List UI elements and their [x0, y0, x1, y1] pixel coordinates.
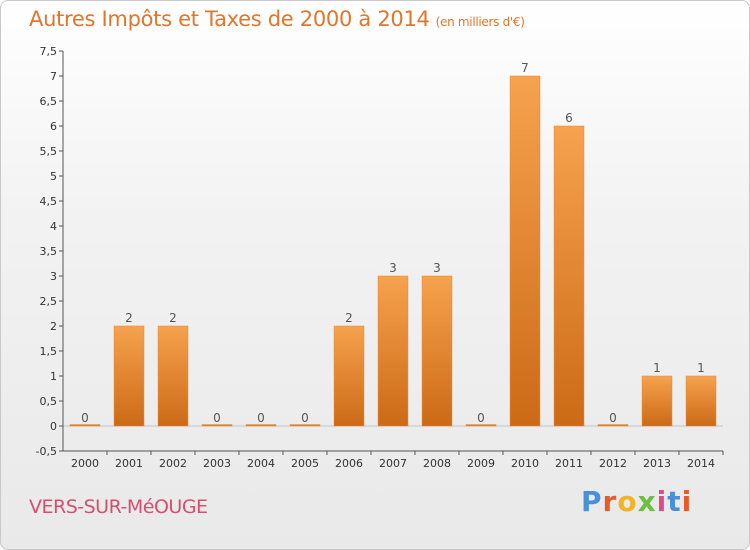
x-tick-label: 2009	[467, 457, 495, 470]
data-label-2005: 0	[301, 411, 309, 425]
commune-name: VERS-SUR-MéOUGE	[29, 496, 208, 518]
bar-2000	[69, 424, 101, 427]
x-tick-label: 2002	[159, 457, 187, 470]
x-tick-label: 2000	[71, 457, 99, 470]
bar-2011	[553, 125, 585, 427]
chart-title: Autres Impôts et Taxes de 2000 à 2014 (en…	[29, 7, 525, 31]
x-tick-label: 2006	[335, 457, 363, 470]
data-label-2014: 1	[697, 361, 705, 375]
bar-2008	[421, 275, 453, 427]
y-tick-label: 3,5	[40, 245, 58, 258]
x-tick-label: 2011	[555, 457, 583, 470]
data-label-2012: 0	[609, 411, 617, 425]
proxiti-logo-letter: r	[602, 485, 618, 518]
proxiti-logo-letter: t	[667, 485, 682, 518]
x-tick-label: 2014	[687, 457, 715, 470]
chart-title-text: Autres Impôts et Taxes de 2000 à 2014	[29, 7, 430, 31]
data-label-2006: 2	[345, 311, 353, 325]
x-tick-label: 2001	[115, 457, 143, 470]
y-tick-label: 7,5	[40, 45, 58, 58]
y-tick-label: 5,5	[40, 145, 58, 158]
x-tick-label: 2004	[247, 457, 275, 470]
x-tick-label: 2010	[511, 457, 539, 470]
y-tick-label: 0,5	[40, 395, 58, 408]
x-tick-label: 2013	[643, 457, 671, 470]
y-tick-label: 0	[50, 420, 57, 433]
y-tick-label: 6	[50, 120, 57, 133]
y-tick-label: 2,5	[40, 295, 58, 308]
proxiti-logo-letter: o	[617, 485, 638, 518]
x-tick-label: 2008	[423, 457, 451, 470]
bar-2013	[641, 375, 673, 427]
data-label-2002: 2	[169, 311, 177, 325]
y-tick-label: 1	[50, 370, 57, 383]
data-label-2009: 0	[477, 411, 485, 425]
chart-subtitle: (en milliers d'€)	[435, 15, 525, 29]
y-tick-label: 5	[50, 170, 57, 183]
chart-data-labels: 0 2 2 0 0 0 2 3 3 0 7 6 0 1 1	[81, 61, 705, 425]
data-label-2003: 0	[213, 411, 221, 425]
x-tick-label: 2003	[203, 457, 231, 470]
bar-2006	[333, 325, 365, 427]
y-tick-label: 4	[50, 220, 57, 233]
y-tick-label: 7	[50, 70, 57, 83]
bar-2001	[113, 325, 145, 427]
bar-2002	[157, 325, 189, 427]
bar-2010	[509, 75, 541, 427]
data-label-2013: 1	[653, 361, 661, 375]
x-tick-label: 2012	[599, 457, 627, 470]
proxiti-logo-letter: P	[581, 485, 603, 518]
y-tick-label: 1,5	[40, 345, 58, 358]
proxiti-logo-letter: x	[637, 485, 657, 518]
data-label-2010: 7	[521, 61, 529, 75]
x-tick-label: 2007	[379, 457, 407, 470]
y-tick-label: 2	[50, 320, 57, 333]
bar-2007	[377, 275, 409, 427]
data-label-2000: 0	[81, 411, 89, 425]
y-tick-label: 4,5	[40, 195, 58, 208]
data-label-2001: 2	[125, 311, 133, 325]
data-label-2008: 3	[433, 261, 441, 275]
bar-2003	[201, 424, 233, 427]
bar-2005	[289, 424, 321, 427]
proxiti-logo-letter: i	[681, 485, 693, 518]
data-label-2007: 3	[389, 261, 397, 275]
y-tick-label: 6,5	[40, 95, 58, 108]
bar-2014	[685, 375, 717, 427]
proxiti-logo-letter: i	[656, 485, 668, 518]
proxiti-logo: Proxiti	[581, 485, 692, 518]
y-tick-label: 3	[50, 270, 57, 283]
bar-2004	[245, 424, 277, 427]
data-label-2011: 6	[565, 111, 573, 125]
chart-axes: -0,500,511,522,533,544,555,566,577,52000…	[36, 45, 724, 470]
data-label-2004: 0	[257, 411, 265, 425]
chart-bars	[69, 75, 717, 427]
y-tick-label: -0,5	[36, 445, 57, 458]
x-tick-label: 2005	[291, 457, 319, 470]
bar-2009	[465, 424, 497, 427]
bar-2012	[597, 424, 629, 427]
